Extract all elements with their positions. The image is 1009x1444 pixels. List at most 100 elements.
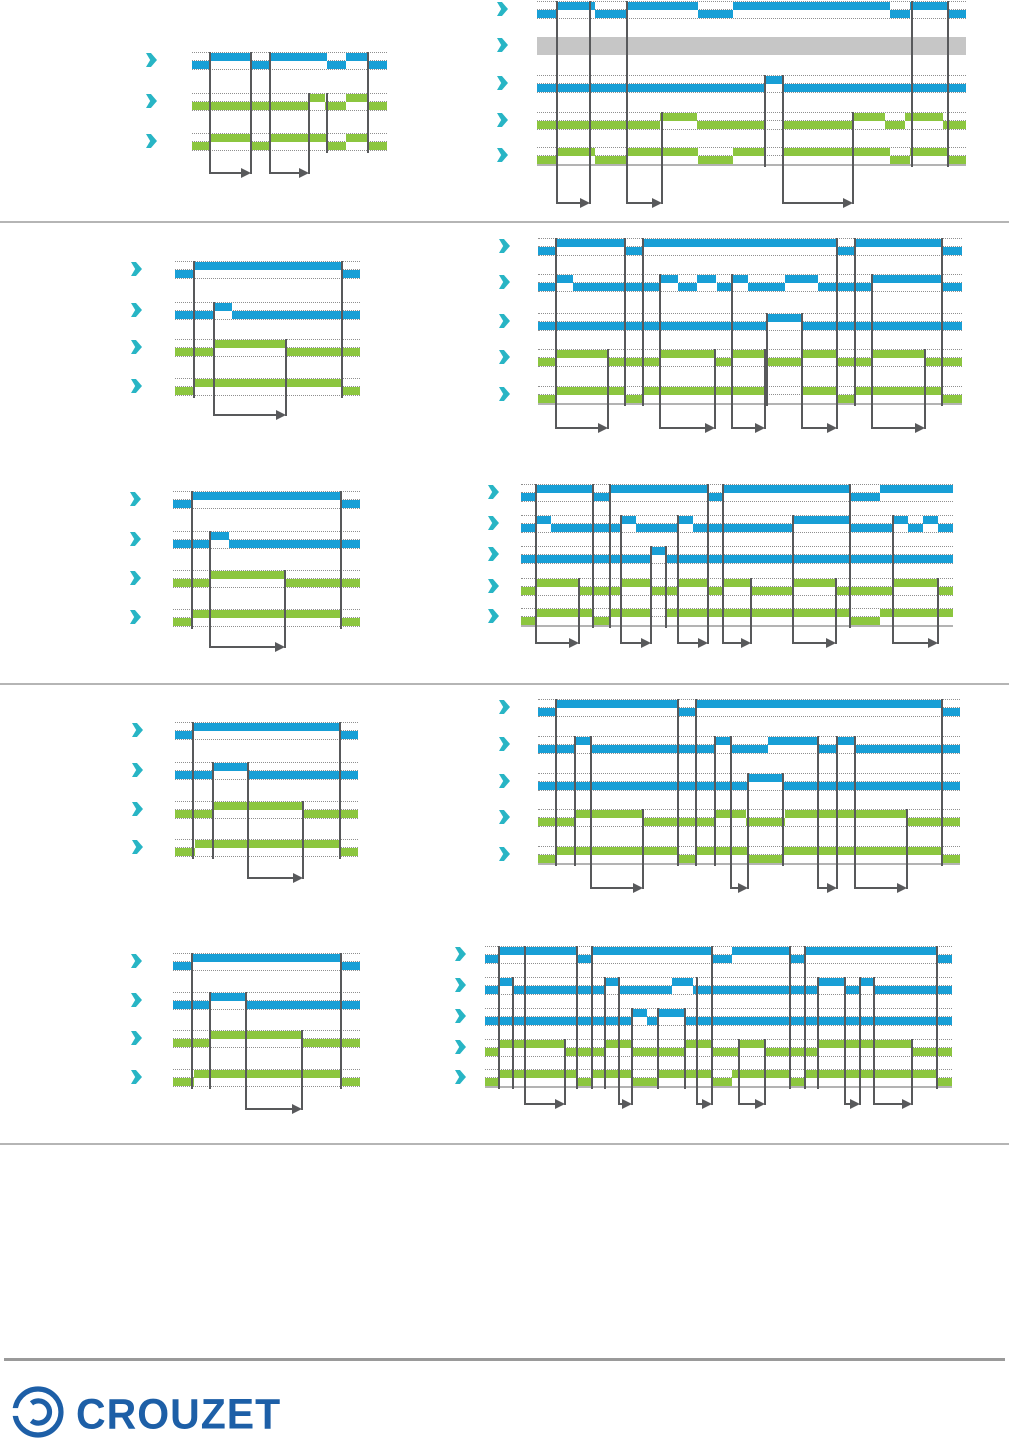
signal-bar <box>339 730 358 739</box>
dotted-line <box>175 855 358 857</box>
dotted-line <box>537 91 966 93</box>
timing-vline <box>604 977 607 1089</box>
signal-bar <box>714 357 732 366</box>
dotted-line <box>175 377 360 379</box>
signal-bar <box>836 586 893 595</box>
signal-bar <box>910 1 948 10</box>
signal-bar <box>536 515 551 524</box>
signal-bar <box>576 954 592 963</box>
signal-bar <box>195 839 340 848</box>
timing-vline <box>190 491 193 629</box>
timing-vline <box>589 1 592 204</box>
dotted-line <box>538 290 962 292</box>
timing-vline <box>657 1008 660 1089</box>
signal-bar <box>574 809 644 818</box>
timing-vline <box>620 515 623 644</box>
timing-vline <box>677 699 680 866</box>
signal-bar <box>790 954 806 963</box>
dotted-line <box>173 530 360 532</box>
signal-bar <box>341 1077 360 1086</box>
signal-bar <box>892 578 938 587</box>
play-marker-icon <box>455 1040 466 1054</box>
timing-vline <box>247 762 250 879</box>
play-marker-icon <box>499 737 510 751</box>
signal-bar <box>646 1016 659 1025</box>
signal-bar <box>248 770 358 779</box>
signal-bar <box>173 1077 194 1086</box>
dotted-line <box>173 499 360 500</box>
timing-vline <box>835 238 838 429</box>
diagram-baseline <box>521 625 953 627</box>
signal-bar <box>573 282 660 291</box>
timing-arrowhead <box>704 423 715 433</box>
dotted-line <box>173 969 360 971</box>
timing-arrow <box>792 642 829 644</box>
section-divider <box>0 683 1009 685</box>
dotted-line <box>538 348 962 350</box>
dotted-line <box>175 301 360 303</box>
signal-bar <box>250 60 270 69</box>
timing-vline <box>209 992 212 1089</box>
signal-bar <box>947 9 966 18</box>
play-marker-icon <box>132 840 143 854</box>
timing-vline <box>212 302 215 416</box>
signal-bar <box>692 523 793 532</box>
timing-arrow <box>213 414 278 416</box>
dotted-line <box>521 607 953 609</box>
dotted-line <box>537 111 966 113</box>
dotted-line <box>485 976 952 978</box>
play-marker-icon <box>131 303 142 317</box>
dotted-line <box>173 586 360 588</box>
timing-arrowhead <box>276 410 286 420</box>
timing-vline <box>763 349 766 429</box>
timing-vline <box>340 491 343 629</box>
dotted-line <box>173 1008 360 1010</box>
signal-bar <box>209 133 251 142</box>
dotted-line <box>175 721 358 723</box>
signal-bar <box>210 570 286 579</box>
signal-bar <box>854 744 960 753</box>
timing-arrowhead <box>843 198 854 208</box>
signal-bar <box>643 238 837 247</box>
signal-bar <box>790 1077 806 1086</box>
timing-vline <box>747 773 750 889</box>
play-marker-icon <box>130 571 141 585</box>
dotted-line <box>192 60 387 61</box>
signal-bar <box>635 523 678 532</box>
signal-bar <box>942 246 962 255</box>
timing-vline <box>209 531 212 648</box>
signal-bar <box>659 274 679 283</box>
timing-arrow <box>248 877 296 879</box>
dotted-line <box>538 698 960 700</box>
signal-bar <box>937 1077 952 1086</box>
timing-arrowhead <box>755 1099 766 1109</box>
timing-arrow <box>556 427 600 429</box>
timing-arrow <box>892 642 930 644</box>
timing-vline <box>764 1039 767 1105</box>
signal-bar <box>485 954 499 963</box>
signal-bar <box>711 1047 739 1056</box>
timing-arrow <box>557 202 583 204</box>
timing-vline <box>844 977 847 1105</box>
dotted-line <box>173 507 360 509</box>
play-marker-icon <box>131 379 142 393</box>
timing-vline <box>626 1 629 204</box>
dotted-line <box>485 993 952 995</box>
signal-bar <box>193 261 342 270</box>
dotted-line <box>537 146 966 148</box>
signal-bar <box>855 386 943 395</box>
dotted-line <box>175 817 358 819</box>
timing-vline <box>721 484 724 644</box>
signal-bar <box>697 120 765 129</box>
signal-bar <box>836 736 855 745</box>
dotted-line <box>538 707 960 708</box>
signal-bar <box>521 616 537 625</box>
dotted-line <box>537 9 966 10</box>
timing-vline <box>695 699 698 866</box>
timing-vline <box>859 977 862 1105</box>
timing-vline <box>710 946 713 1105</box>
play-marker-icon <box>455 947 466 961</box>
timing-vline <box>789 946 792 1089</box>
dotted-line <box>538 394 962 395</box>
play-marker-icon <box>132 723 143 737</box>
